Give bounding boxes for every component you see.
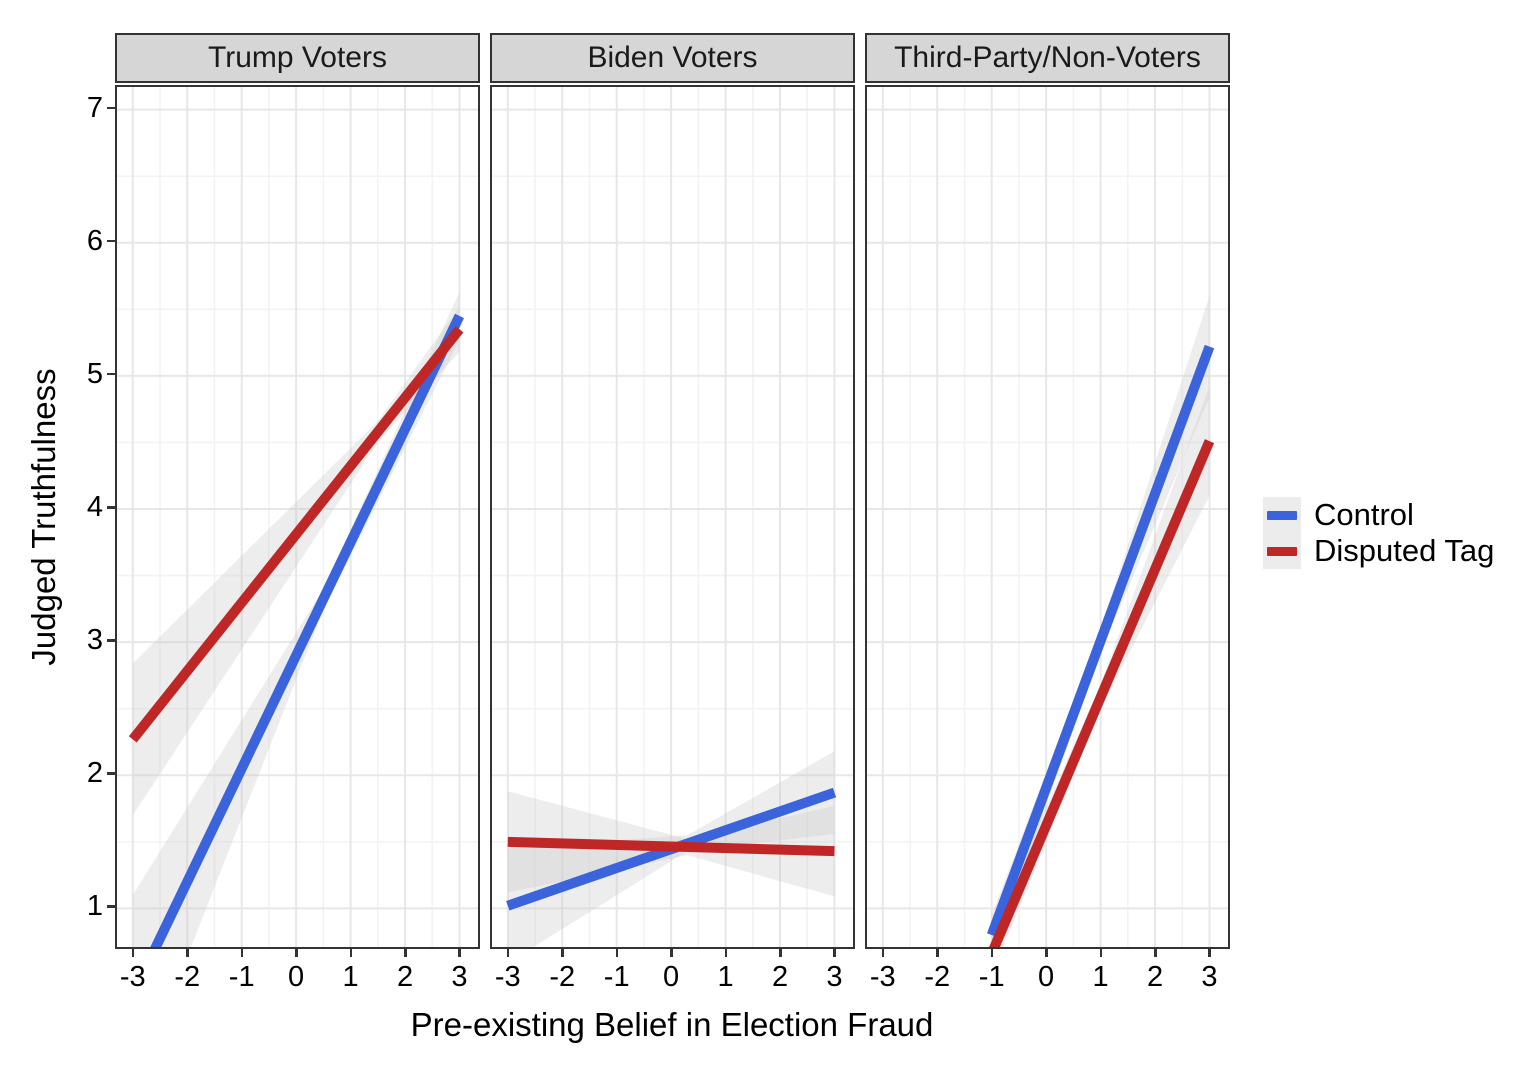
x-tick-mark [295,949,298,957]
x-tick-label: 3 [1201,961,1218,993]
legend-item-control: Control [1263,497,1494,533]
x-tick-mark [458,949,461,957]
y-tick-mark [107,239,115,243]
y-tick-mark [107,905,115,908]
x-tick-mark [1099,949,1103,957]
y-tick-label: 7 [86,91,103,124]
x-tick-mark [1154,949,1157,957]
y-tick-mark [107,106,115,110]
x-tick-label: -2 [549,961,576,993]
x-tick-label: -1 [603,961,630,993]
x-tick-mark [615,949,619,957]
y-tick-label: 2 [86,757,103,790]
x-tick-mark [349,949,353,957]
x-tick-label: 0 [288,961,305,993]
y-tick-label: 1 [86,890,103,923]
facet-strip-third-party: Third-Party/Non-Voters [865,33,1230,83]
x-tick-mark [724,949,728,957]
facet-strip-biden-voters: Biden Voters [490,33,855,83]
x-tick-mark [131,949,135,957]
y-tick-label: 4 [86,491,103,523]
disputed-tag-line-swatch [1267,546,1297,556]
y-tick-label: 3 [86,624,103,657]
y-tick-mark [107,772,115,775]
legend-label-control: Control [1314,497,1414,532]
facet-strip-trump-voters: Trump Voters [115,33,480,83]
y-tick-mark [107,506,115,509]
x-tick-mark [404,949,407,957]
x-tick-label: 1 [717,961,734,993]
x-tick-label: -1 [978,961,1005,993]
x-tick-mark [506,949,510,957]
x-tick-mark [240,949,244,957]
x-tick-mark [936,949,939,957]
x-tick-label: 2 [1146,961,1164,993]
control-line-swatch [1267,510,1297,520]
facet-title: Third-Party/Non-Voters [894,41,1201,74]
x-tick-mark [186,949,189,957]
x-tick-mark [561,949,564,957]
facet-panel-third-party [865,85,1230,949]
legend-item-disputed-tag: Disputed Tag [1263,533,1494,569]
x-tick-label: -3 [494,961,521,993]
x-tick-label: 0 [1038,961,1055,993]
x-tick-label: 1 [1092,961,1109,993]
legend-key-control [1263,497,1301,533]
chart-plot-area [117,87,478,947]
x-tick-label: 0 [663,961,680,993]
x-tick-mark [881,949,885,957]
x-tick-label: -2 [174,961,201,993]
x-tick-mark [990,949,994,957]
x-tick-mark [1045,949,1048,957]
x-tick-mark [779,949,782,957]
facet-panel-biden-voters [490,85,855,949]
y-tick-label: 6 [86,224,103,257]
y-tick-mark [107,372,115,376]
x-tick-label: 3 [826,961,843,993]
x-axis-title: Pre-existing Belief in Election Fraud [410,1006,934,1043]
x-tick-mark [1208,949,1211,957]
facet-panel-trump-voters [115,85,480,949]
legend: Control Disputed Tag [1263,497,1494,569]
legend-label-disputed-tag: Disputed Tag [1314,533,1495,568]
x-tick-label: 3 [451,961,468,993]
chart-plot-area [867,87,1228,947]
x-tick-label: 2 [396,961,414,993]
chart-plot-area [492,87,853,947]
x-tick-label: -3 [869,961,896,993]
x-tick-mark [833,949,836,957]
facet-title: Biden Voters [587,41,758,74]
y-tick-label: 5 [86,357,103,390]
x-tick-label: 1 [342,961,359,993]
legend-key-disputed-tag [1263,533,1301,569]
x-tick-mark [670,949,673,957]
x-tick-label: 2 [771,961,789,993]
facet-title: Trump Voters [208,41,387,74]
y-tick-mark [107,639,115,642]
x-tick-label: -3 [119,961,146,993]
x-tick-label: -2 [924,961,951,993]
x-tick-label: -1 [228,961,255,993]
